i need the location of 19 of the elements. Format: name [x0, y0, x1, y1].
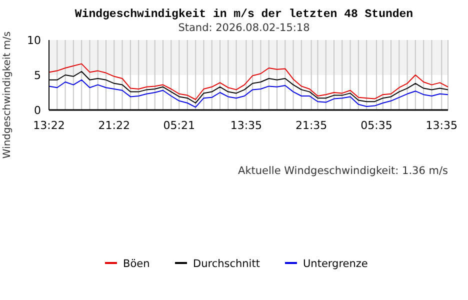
- y-tick-label: 0: [34, 104, 41, 117]
- chart-title: Windgeschwindigkeit in m/s der letzten 48 Stunden: [74, 8, 414, 21]
- legend-label: Böen: [123, 258, 150, 270]
- x-tick-label: 13:35: [230, 119, 262, 132]
- x-tick-label: 13:35: [426, 119, 458, 132]
- legend-label: Untergrenze: [303, 258, 368, 270]
- text: Aktuelle Windgeschwindigkeit: 1.36 m/s: [238, 165, 448, 177]
- x-tick-label: 21:35: [295, 119, 328, 132]
- legend-label: Durchschnitt: [193, 258, 260, 270]
- chart-subtitle: Stand: 2026.08.02-15:18: [178, 22, 310, 34]
- y-tick-label: 5: [34, 69, 41, 82]
- line-series: [48, 79, 448, 108]
- line-series: [48, 63, 448, 100]
- x-tick-label: 05:21: [163, 119, 195, 132]
- y-tick-label: 10: [27, 34, 41, 47]
- x-tick-label: 21:22: [98, 119, 130, 132]
- y-axis-title: Windgeschwindigkeit m/s: [2, 31, 13, 159]
- x-tick-label: 05:35: [360, 119, 392, 132]
- x-tick-label: 13:22: [33, 119, 65, 132]
